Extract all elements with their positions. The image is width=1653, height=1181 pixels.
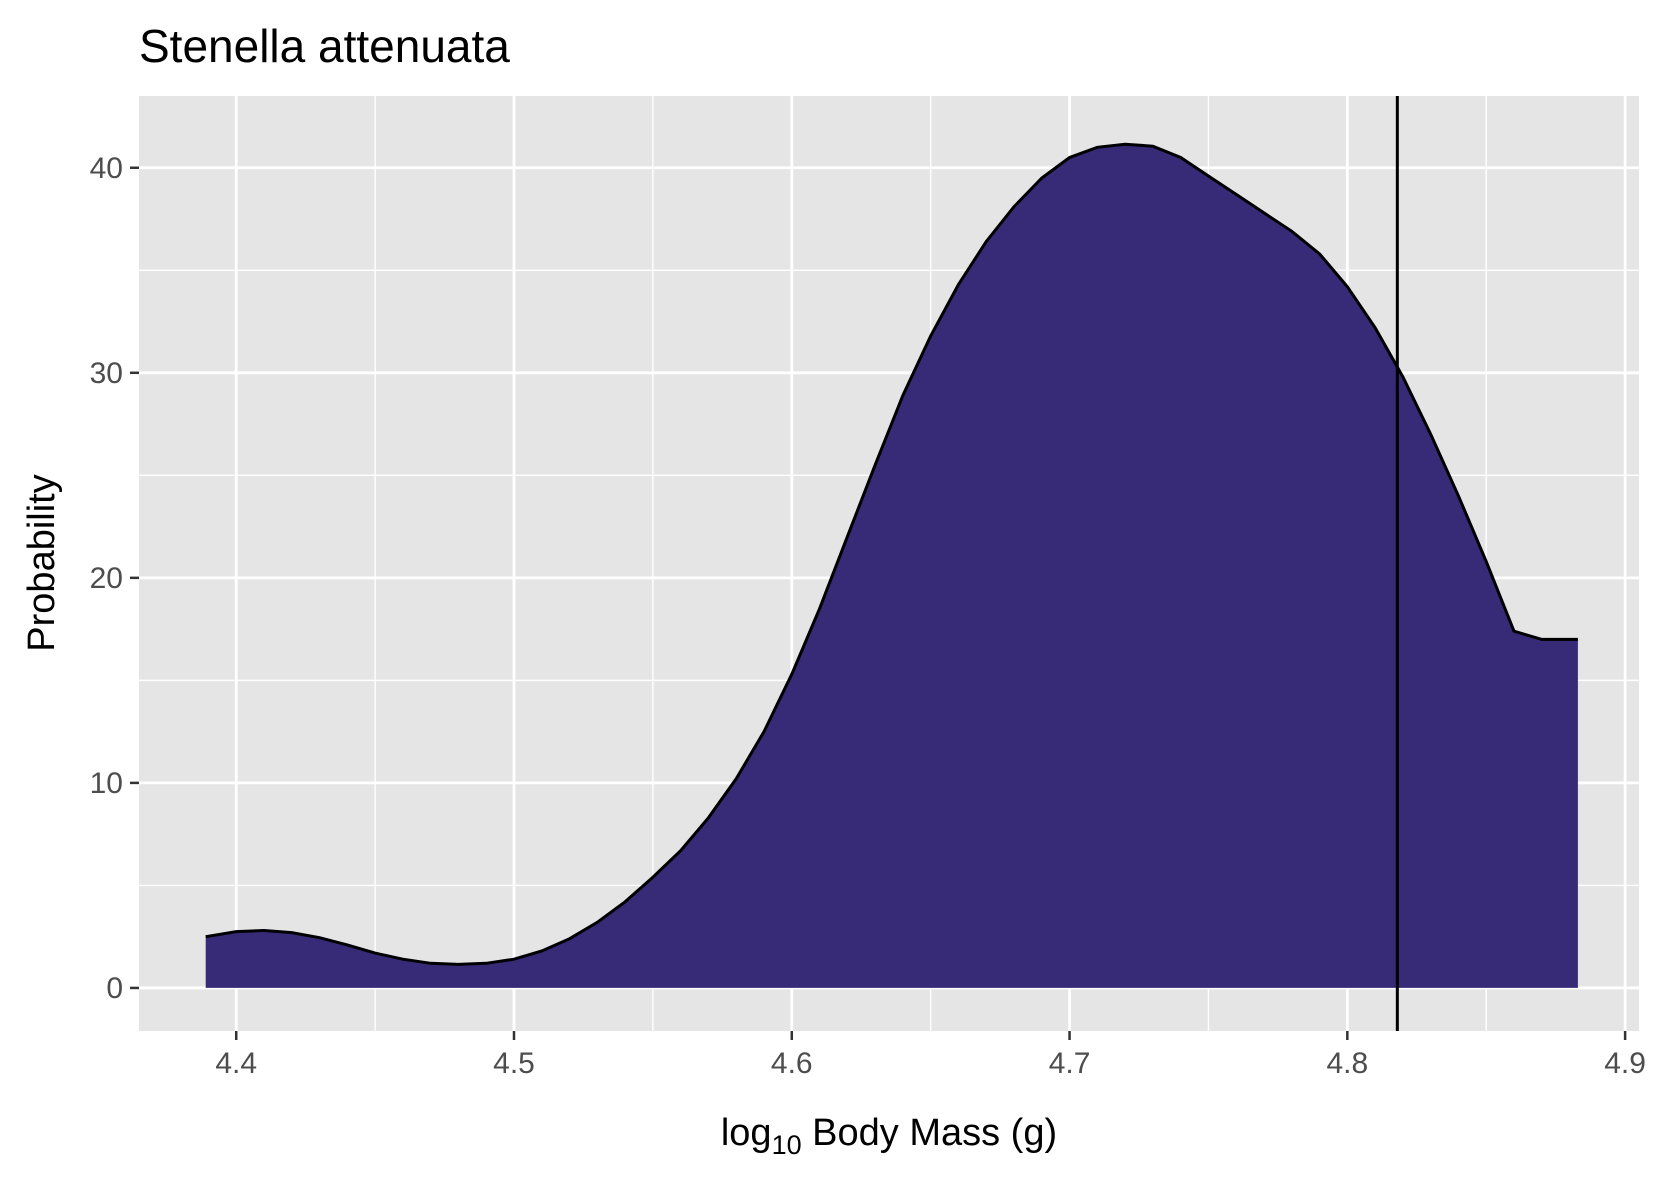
y-tick-label: 10: [90, 767, 123, 800]
y-tick-label: 40: [90, 152, 123, 185]
x-axis-title-subscript: 10: [772, 1130, 802, 1160]
x-tick-label: 4.4: [215, 1047, 257, 1080]
x-tick-label: 4.6: [771, 1047, 813, 1080]
x-axis-title: log10 Body Mass (g): [721, 1112, 1057, 1160]
x-tick-label: 4.9: [1604, 1047, 1646, 1080]
y-axis: 0 10 20 30 40: [90, 152, 139, 1005]
x-tick-label: 4.8: [1326, 1047, 1368, 1080]
x-axis-title-suffix: Body Mass (g): [802, 1112, 1058, 1154]
density-area: [205, 144, 1578, 988]
y-axis-title: Probability: [21, 474, 63, 651]
x-tick-label: 4.5: [493, 1047, 535, 1080]
chart-title: Stenella attenuata: [139, 20, 510, 72]
y-tick-label: 30: [90, 357, 123, 390]
x-tick-label: 4.7: [1049, 1047, 1091, 1080]
y-tick-label: 0: [106, 972, 123, 1005]
x-axis-title-prefix: log: [721, 1112, 772, 1154]
y-tick-label: 20: [90, 562, 123, 595]
x-axis: 4.4 4.5 4.6 4.7 4.8 4.9: [215, 1031, 1646, 1080]
density-curve: [205, 142, 1578, 966]
